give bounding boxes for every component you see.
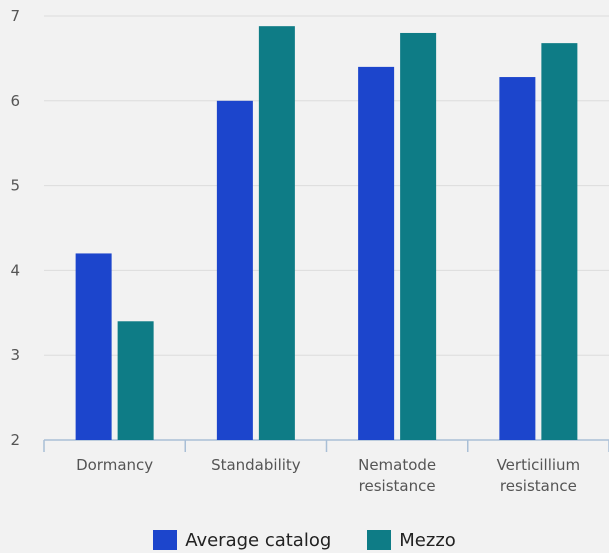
bar-average-catalog-3 [499, 77, 536, 440]
bar-mezzo-3 [541, 43, 578, 441]
legend-label-average-catalog: Average catalog [185, 529, 332, 551]
x-tick-label-line: Standability [211, 456, 301, 474]
x-tick-label-line: Verticillium [497, 456, 581, 474]
y-tick-label: 7 [10, 7, 20, 25]
y-tick-label: 5 [10, 177, 20, 195]
x-tick-label-line: Nematode [358, 456, 436, 474]
bar-mezzo-0 [117, 321, 154, 440]
bar-chart: 2 3 4 5 6 7 Dormancy Standability Nematode resist… [10, 7, 609, 495]
x-tick-label-line: Dormancy [76, 456, 153, 474]
legend-swatch-mezzo [367, 530, 392, 550]
x-tick-label: Nematode resistance [358, 456, 436, 495]
x-tick-label: Dormancy [76, 456, 153, 474]
x-tick-label-line: resistance [500, 477, 577, 495]
legend-swatch-average-catalog [153, 530, 178, 550]
x-tick-label: Verticillium resistance [497, 456, 581, 495]
bar-mezzo-1 [258, 26, 295, 441]
bar-average-catalog-1 [216, 100, 253, 441]
bar-average-catalog-2 [358, 66, 395, 440]
legend-item-average-catalog[interactable]: Average catalog [153, 530, 331, 551]
x-tick-label-line: resistance [359, 477, 436, 495]
bar-average-catalog-0 [75, 253, 112, 440]
y-tick-label: 3 [10, 346, 20, 364]
legend-item-mezzo[interactable]: Mezzo [367, 530, 456, 551]
y-tick-label: 6 [10, 92, 20, 110]
bar-mezzo-2 [400, 32, 437, 441]
legend: Average catalog Mezzo [0, 528, 609, 552]
y-tick-label: 2 [10, 431, 20, 449]
y-tick-label: 4 [10, 261, 20, 279]
x-tick-label: Standability [211, 456, 301, 474]
legend-label-mezzo: Mezzo [399, 529, 456, 551]
